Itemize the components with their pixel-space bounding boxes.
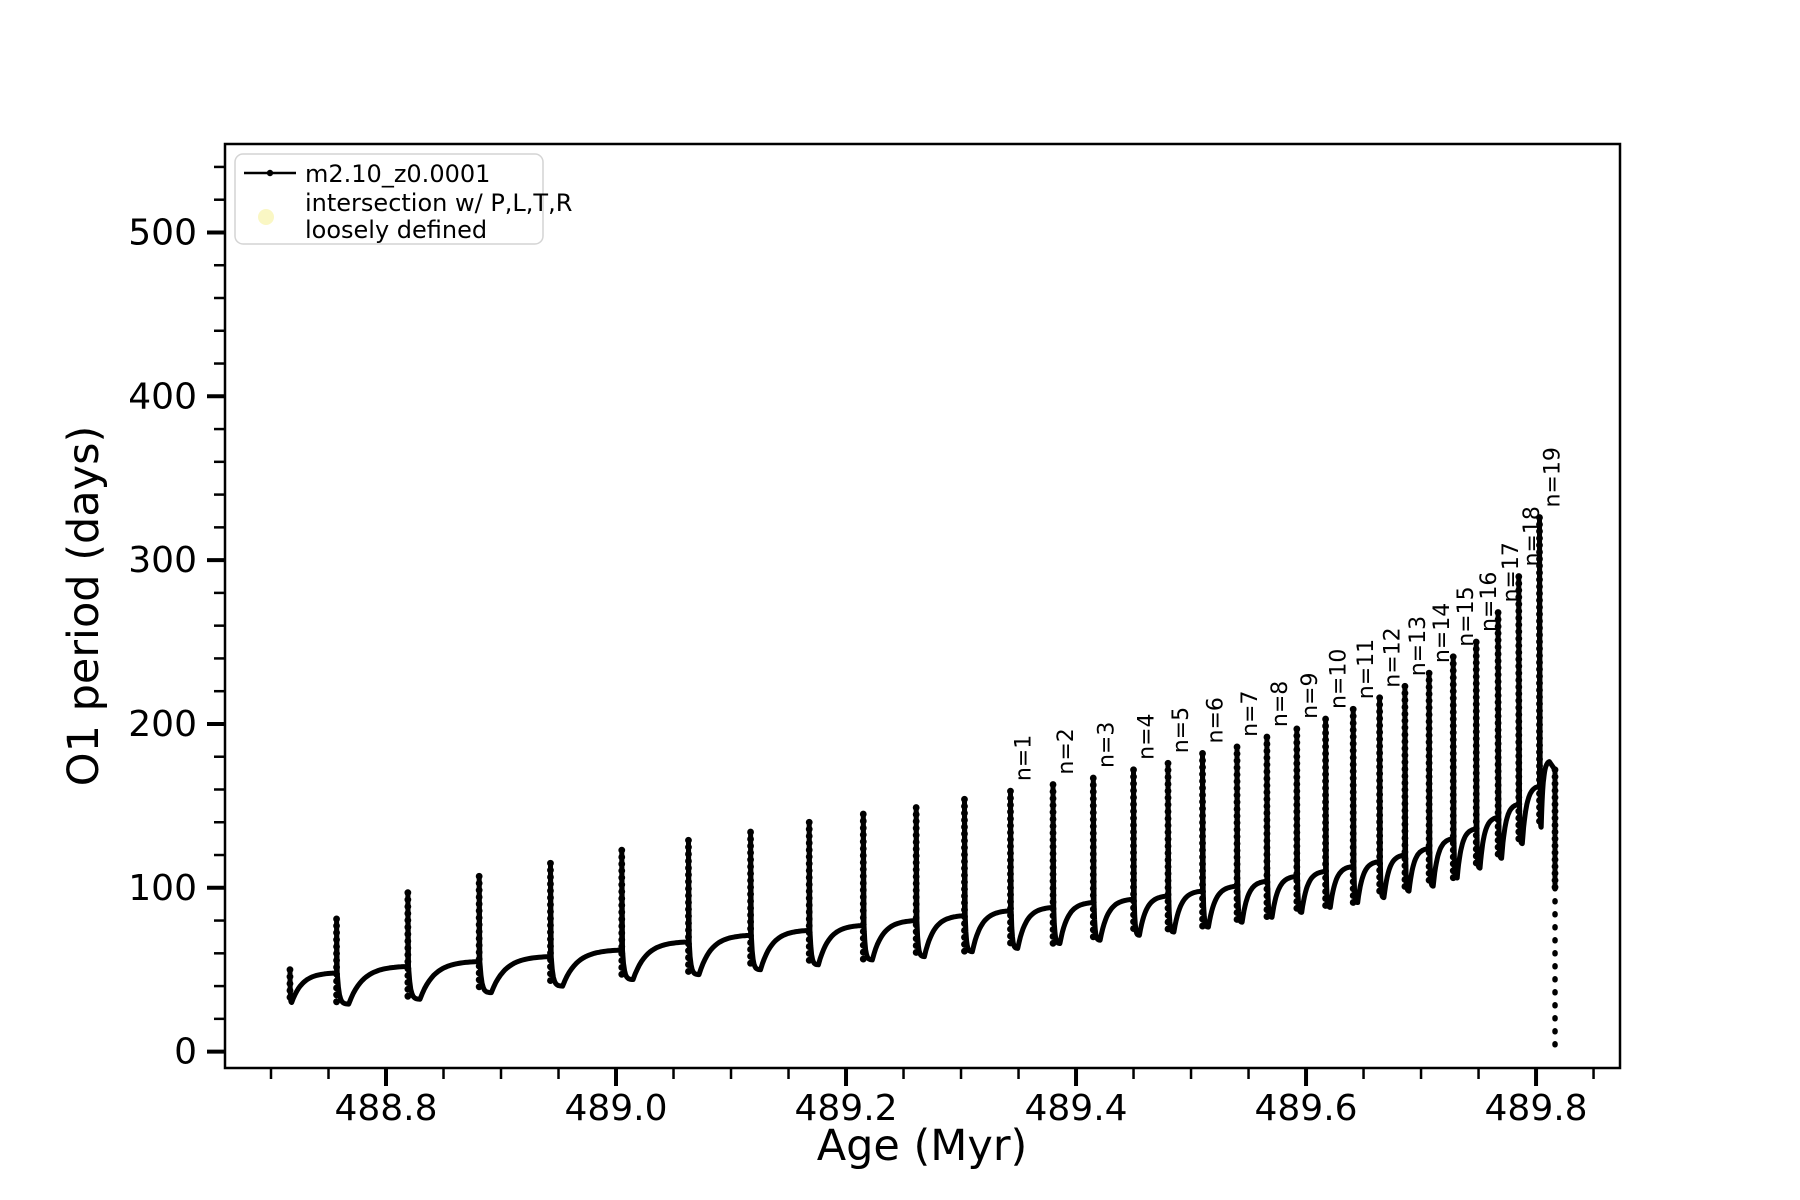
- y-tick-label: 100: [128, 868, 197, 909]
- data-series: [286, 514, 1559, 1055]
- y-tick-label: 500: [128, 212, 197, 253]
- spike-label-n-17: n=17: [1499, 542, 1524, 602]
- spike-label-n-18: n=18: [1520, 506, 1545, 566]
- legend-intersection-marker-circle: [258, 209, 274, 225]
- legend-label-intersection-line2: loosely defined: [305, 216, 487, 244]
- x-tick-label: 489.0: [564, 1088, 667, 1129]
- x-tick-label: 489.8: [1485, 1088, 1588, 1129]
- spike-label-n-9: n=9: [1298, 672, 1323, 718]
- spike-label-n-4: n=4: [1135, 713, 1160, 759]
- spike-label-n-5: n=5: [1169, 707, 1194, 753]
- spike-labels: n=1 n=2 n=3 n=4 n=5 n=6 n=7 n=8 n=9 n=10 n=11 n=12 n…: [1011, 447, 1565, 781]
- spike-label-n-7: n=7: [1238, 691, 1263, 737]
- x-tick-label: 488.8: [334, 1088, 437, 1129]
- legend-box: [234, 153, 544, 245]
- spike-label-n-2: n=2: [1054, 728, 1079, 774]
- y-tick-label: 400: [128, 376, 197, 417]
- spike-label-n-12: n=12: [1381, 627, 1406, 687]
- y-tick-label: 0: [174, 1032, 197, 1073]
- spike-label-n-8: n=8: [1268, 681, 1293, 727]
- y-tick-label: 300: [128, 540, 197, 581]
- y-tick-label: 200: [128, 704, 197, 745]
- spike-label-n-3: n=3: [1094, 722, 1119, 768]
- legend-label-series: m2.10_z0.0001: [305, 160, 490, 188]
- legend: m2.10_z0.0001 intersection w/ P,L,T,R lo…: [234, 153, 572, 245]
- x-tick-label: 489.6: [1255, 1088, 1358, 1129]
- x-tick-label: 489.2: [794, 1088, 897, 1129]
- spike-label-n-16: n=16: [1477, 572, 1502, 632]
- legend-line-marker-dot: [266, 169, 274, 177]
- spike-label-n-13: n=13: [1406, 616, 1431, 676]
- spike-label-n-19: n=19: [1540, 447, 1565, 507]
- legend-label-intersection-line1: intersection w/ P,L,T,R: [305, 189, 572, 217]
- spike-label-n-6: n=6: [1204, 697, 1229, 743]
- y-axis-label: O1 period (days): [59, 426, 109, 787]
- x-axis-label: Age (Myr): [817, 1121, 1028, 1171]
- spike-label-n-11: n=11: [1354, 639, 1379, 699]
- plot-frame: [223, 142, 1622, 1070]
- spike-label-n-10: n=10: [1327, 649, 1352, 709]
- x-tick-label: 489.4: [1024, 1088, 1127, 1129]
- spike-label-n-15: n=15: [1454, 586, 1479, 646]
- spike-label-n-14: n=14: [1430, 603, 1455, 663]
- spike-label-n-1: n=1: [1011, 735, 1036, 781]
- axis-ticks: 488.8 489.0 489.2 489.4 489.6 489.8 0 100 200 300…: [128, 165, 1595, 1129]
- series-curve: [287, 515, 1558, 1007]
